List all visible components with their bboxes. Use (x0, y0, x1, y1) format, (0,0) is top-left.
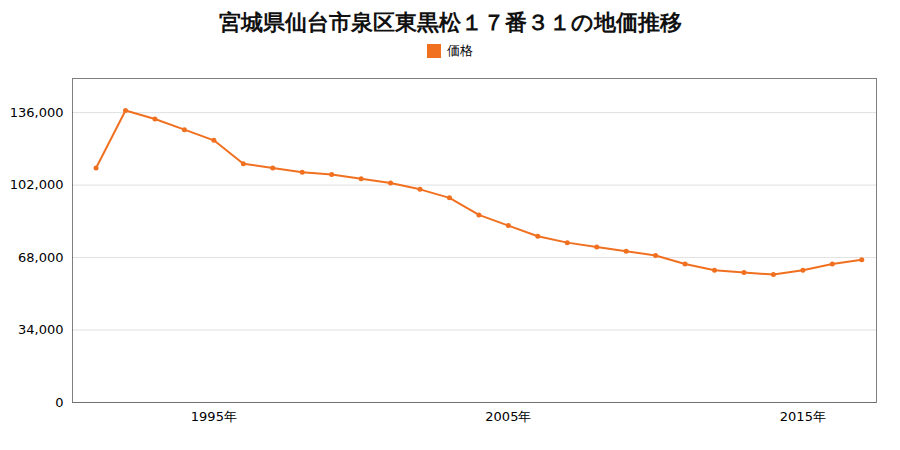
html-text:宮城県仙台市泉区東黒松１７番３１の地価推移: 宮城県仙台市泉区東黒松１７番３１の地価推移 (218, 10, 682, 35)
svg-text:68,000: 68,000 (18, 250, 64, 265)
svg-text:2015年: 2015年 (780, 409, 826, 424)
svg-text:102,000: 102,000 (10, 177, 64, 192)
svg-text:2005年: 2005年 (485, 409, 531, 424)
svg-text:34,000: 34,000 (18, 322, 64, 337)
html-text:価格: 価格 (447, 43, 473, 58)
svg-text:0: 0 (55, 395, 63, 410)
svg-text:1995年: 1995年 (191, 409, 237, 424)
svg-text:136,000: 136,000 (10, 105, 64, 120)
